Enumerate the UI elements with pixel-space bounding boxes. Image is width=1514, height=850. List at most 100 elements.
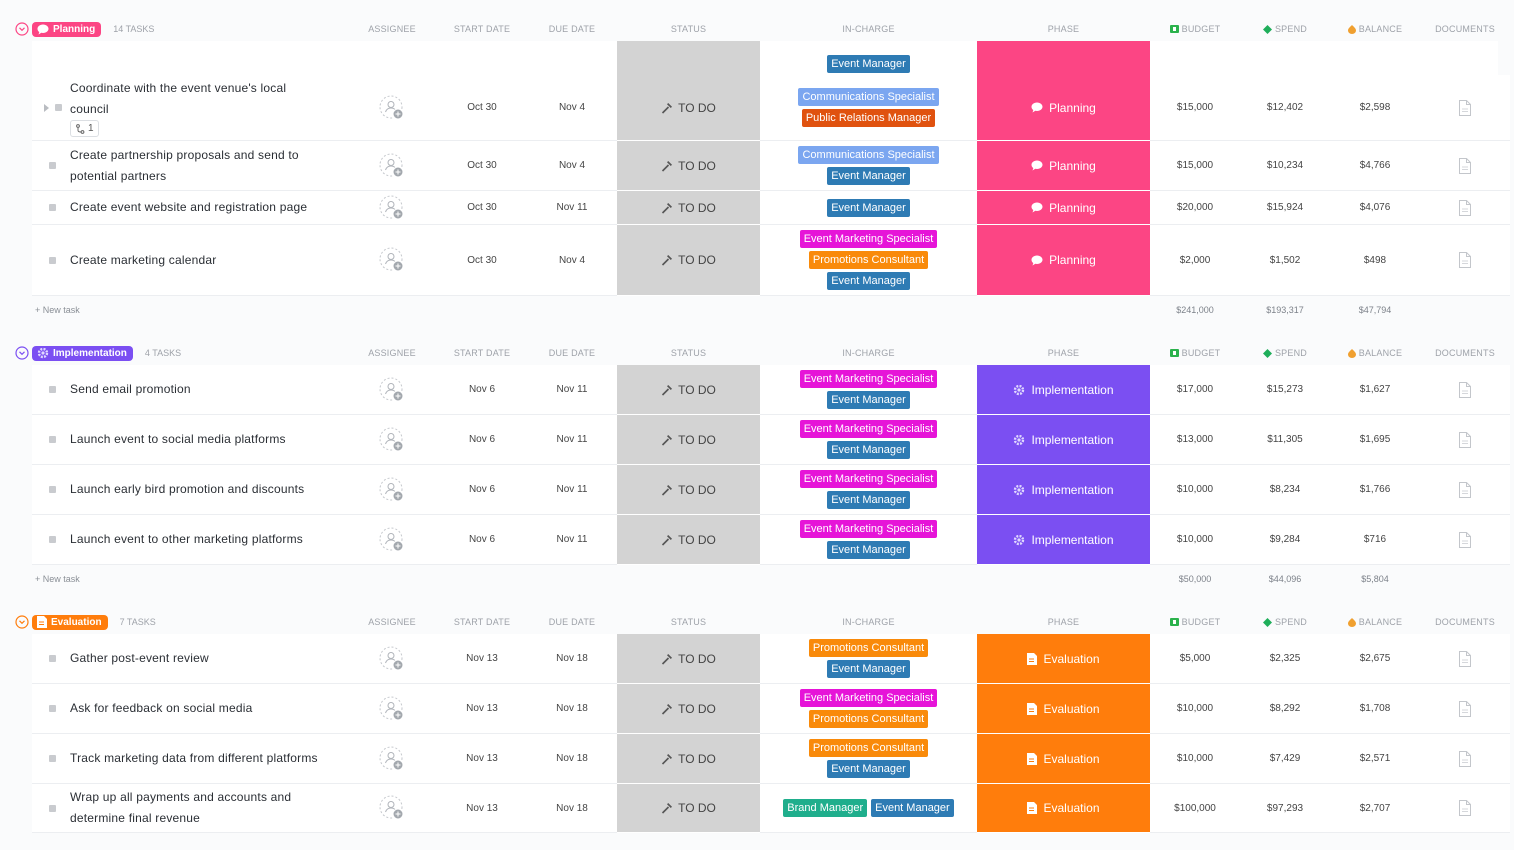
assignee[interactable] [347,225,437,296]
checkbox[interactable] [48,162,56,169]
checkbox[interactable] [48,486,56,493]
task-row[interactable]: Create event website and registration pa… [12,191,1510,225]
assignee[interactable] [347,191,437,225]
new-task[interactable]: + New task [35,305,80,315]
task-row[interactable]: Ask for feedback on social media Nov 13 No… [12,684,1510,734]
column-header[interactable]: DUE DATE [527,617,617,627]
phase[interactable]: Evaluation [977,684,1150,734]
phase[interactable]: Evaluation [977,634,1150,684]
column-header[interactable]: DOCUMENTS [1420,24,1510,34]
checkbox[interactable] [48,256,56,264]
column-header[interactable]: BALANCE [1330,24,1420,34]
column-header[interactable]: IN-CHARGE [760,24,977,34]
assignee[interactable] [347,684,437,734]
task-name[interactable]: Create marketing calendar [70,252,217,267]
checkbox[interactable] [48,386,56,393]
column-header[interactable]: SPEND [1240,24,1330,34]
task-row[interactable]: Launch event to other marketing platform… [12,515,1510,565]
documents[interactable] [1420,784,1510,833]
task-row[interactable]: Launch early bird promotion and discount… [12,465,1510,515]
checkbox[interactable] [54,104,62,111]
assignee[interactable] [347,784,437,833]
status[interactable]: TO DO [617,75,760,141]
phase[interactable]: Implementation [977,365,1150,415]
assignee[interactable] [347,365,437,415]
phase[interactable]: Implementation [977,515,1150,565]
task-name[interactable]: Launch early bird promotion and discount… [70,482,305,496]
task-name[interactable]: Launch event to other marketing platform… [70,532,303,546]
column-header[interactable]: STATUS [617,617,760,627]
column-header[interactable]: START DATE [437,24,527,34]
column-header[interactable]: STATUS [617,24,760,34]
phase[interactable]: Implementation [977,415,1150,465]
column-header[interactable]: PHASE [977,617,1150,627]
column-header[interactable]: BALANCE [1330,348,1420,358]
task-row[interactable]: Create marketing calendar Oct 30 Nov 4 TO D… [12,225,1510,296]
documents[interactable] [1420,634,1510,684]
assignee[interactable] [347,515,437,565]
column-header[interactable]: START DATE [437,348,527,358]
column-header[interactable]: START DATE [437,617,527,627]
task-name[interactable]: Coordinate with the event venue's local … [70,81,287,116]
column-header[interactable]: BUDGET [1150,348,1240,358]
column-header[interactable]: STATUS [617,348,760,358]
column-header[interactable]: DOCUMENTS [1420,617,1510,627]
column-header[interactable]: PHASE [977,348,1150,358]
task-row[interactable]: Track marketing data from different plat… [12,734,1510,784]
documents[interactable] [1420,75,1510,141]
phase[interactable]: Planning [977,75,1150,141]
column-header[interactable]: IN-CHARGE [760,348,977,358]
checkbox[interactable] [48,655,56,662]
column-header[interactable]: SPEND [1240,617,1330,627]
checkbox[interactable] [48,755,56,762]
task-name[interactable]: Create partnership proposals and send to… [70,147,299,183]
status[interactable]: TO DO [617,415,760,465]
checkbox[interactable] [48,804,56,812]
phase[interactable]: Planning [977,225,1150,296]
checkbox[interactable] [48,204,56,211]
documents[interactable] [1420,684,1510,734]
task-row[interactable]: Launch event to social media platforms No… [12,415,1510,465]
column-header[interactable]: SPEND [1240,348,1330,358]
subtask-badge[interactable]: 1 [70,120,99,137]
group-toggle[interactable] [12,346,32,360]
phase[interactable]: Evaluation [977,784,1150,833]
task-name[interactable]: Send email promotion [70,382,191,396]
group-toggle[interactable] [12,615,32,629]
documents[interactable] [1420,515,1510,565]
phase[interactable]: Planning [977,191,1150,225]
new-task[interactable]: + New task [35,574,80,584]
assignee[interactable] [347,734,437,784]
documents[interactable] [1420,415,1510,465]
status[interactable]: TO DO [617,784,760,833]
phase[interactable]: Evaluation [977,734,1150,784]
column-header[interactable]: ASSIGNEE [347,24,437,34]
status[interactable]: TO DO [617,225,760,296]
group-pill[interactable]: Evaluation [32,614,108,630]
task-row[interactable]: Create partnership proposals and send to… [12,141,1510,191]
column-header[interactable]: BUDGET [1150,24,1240,34]
column-header[interactable]: DOCUMENTS [1420,348,1510,358]
documents[interactable] [1420,365,1510,415]
status[interactable]: TO DO [617,191,760,225]
column-header[interactable]: ASSIGNEE [347,617,437,627]
status[interactable]: TO DO [617,141,760,191]
documents[interactable] [1420,191,1510,225]
column-header[interactable]: DUE DATE [527,348,617,358]
group-toggle[interactable] [12,22,32,36]
group-pill[interactable]: Planning [32,21,102,37]
task-row[interactable]: Gather post-event review Nov 13 Nov 18 TO D… [12,634,1510,684]
column-header[interactable]: PHASE [977,24,1150,34]
task-row[interactable]: Send email promotion Nov 6 Nov 11 TO DO Even… [12,365,1510,415]
column-header[interactable]: DUE DATE [527,24,617,34]
task-name[interactable]: Launch event to social media platforms [70,432,286,446]
assignee[interactable] [347,634,437,684]
task-name[interactable]: Create event website and registration pa… [70,200,308,214]
documents[interactable] [1420,465,1510,515]
column-header[interactable]: BALANCE [1330,617,1420,627]
phase[interactable]: Planning [977,141,1150,191]
task-row[interactable]: Wrap up all payments and accounts and de… [12,784,1510,833]
column-header[interactable]: IN-CHARGE [760,617,977,627]
checkbox[interactable] [48,436,56,443]
documents[interactable] [1420,225,1510,296]
